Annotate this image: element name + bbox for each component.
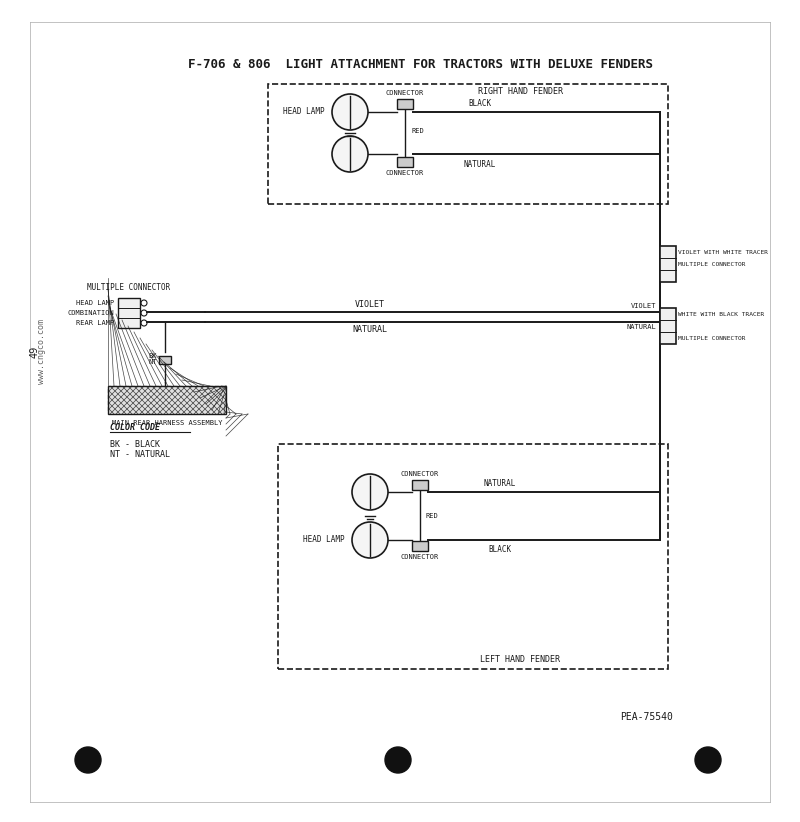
Text: RED: RED (425, 512, 438, 519)
Text: NATURAL: NATURAL (484, 479, 516, 488)
Text: CONNECTOR: CONNECTOR (401, 554, 439, 560)
Text: MULTIPLE CONNECTOR: MULTIPLE CONNECTOR (87, 283, 170, 292)
Bar (108, 386, 226, 414)
Text: VIOLET: VIOLET (355, 300, 385, 309)
Text: CONNECTOR: CONNECTOR (386, 170, 424, 176)
Text: NATURAL: NATURAL (353, 325, 387, 334)
Text: COMBINATION: COMBINATION (67, 310, 114, 316)
Text: NT - NATURAL: NT - NATURAL (110, 450, 170, 459)
Text: BLACK: BLACK (469, 99, 491, 108)
Text: F-706 & 806  LIGHT ATTACHMENT FOR TRACTORS WITH DELUXE FENDERS: F-706 & 806 LIGHT ATTACHMENT FOR TRACTOR… (187, 58, 653, 71)
Text: NT: NT (149, 359, 157, 365)
Bar (159, 356, 171, 364)
Text: REAR LAMP: REAR LAMP (76, 320, 114, 326)
Text: HEAD LAMP: HEAD LAMP (303, 535, 345, 544)
Text: RIGHT HAND FENDER: RIGHT HAND FENDER (478, 87, 562, 96)
Text: BLACK: BLACK (489, 545, 511, 554)
Text: COLOR CODE: COLOR CODE (110, 423, 160, 432)
Bar (118, 298, 140, 328)
Text: MULTIPLE CONNECTOR: MULTIPLE CONNECTOR (678, 261, 746, 266)
Bar (278, 444, 668, 669)
Circle shape (352, 474, 388, 510)
Text: WHITE WITH BLACK TRACER: WHITE WITH BLACK TRACER (678, 312, 764, 316)
Circle shape (385, 747, 411, 773)
Text: HEAD LAMP: HEAD LAMP (76, 300, 114, 306)
Text: BK - BLACK: BK - BLACK (110, 440, 160, 449)
Circle shape (352, 522, 388, 558)
Text: www.cngco.com: www.cngco.com (38, 320, 46, 385)
Circle shape (332, 136, 368, 172)
Text: LEFT HAND FENDER: LEFT HAND FENDER (480, 654, 560, 663)
Bar (660, 246, 676, 282)
Bar (412, 480, 428, 490)
Text: VIOLET WITH WHITE TRACER: VIOLET WITH WHITE TRACER (678, 250, 768, 255)
Text: MAIN REAR HARNESS ASSEMBLY: MAIN REAR HARNESS ASSEMBLY (112, 420, 222, 426)
Text: MULTIPLE CONNECTOR: MULTIPLE CONNECTOR (678, 335, 746, 340)
Text: NATURAL: NATURAL (626, 324, 656, 330)
Circle shape (75, 747, 101, 773)
Text: VIOLET: VIOLET (630, 303, 656, 309)
Bar (412, 541, 428, 551)
Text: BK: BK (149, 353, 157, 359)
Text: NATURAL: NATURAL (464, 160, 496, 169)
Text: 49: 49 (30, 346, 40, 358)
Circle shape (332, 94, 368, 130)
Text: HEAD LAMP: HEAD LAMP (283, 108, 325, 117)
Bar (268, 84, 668, 204)
Text: RED: RED (411, 128, 424, 134)
Circle shape (695, 747, 721, 773)
Text: CONNECTOR: CONNECTOR (386, 90, 424, 96)
Text: CONNECTOR: CONNECTOR (401, 471, 439, 477)
Text: PEA-75540: PEA-75540 (620, 712, 673, 722)
Bar (660, 308, 676, 344)
Bar (397, 99, 413, 109)
Bar (397, 157, 413, 167)
